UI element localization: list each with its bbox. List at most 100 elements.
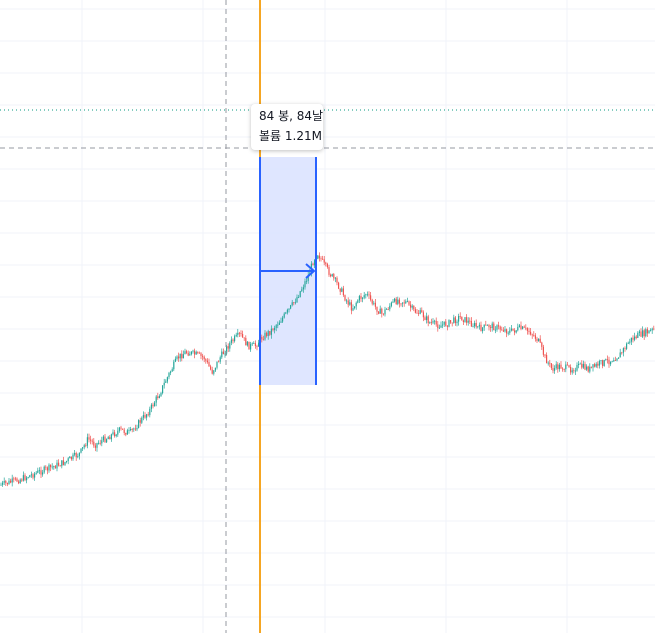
candle-body [426, 316, 428, 321]
candle-body [557, 364, 559, 370]
candle-body [333, 274, 335, 279]
candle-body [376, 306, 378, 312]
candle-body [611, 361, 613, 363]
candle-body [51, 466, 53, 468]
candle-body [381, 308, 383, 314]
candle-body [603, 359, 605, 366]
candle-body [520, 325, 522, 330]
candle-body [22, 475, 24, 481]
candle-body [294, 302, 296, 304]
candle-body [203, 356, 205, 360]
candle-body [128, 430, 130, 431]
candle-body [418, 313, 420, 315]
candle-body [166, 377, 168, 382]
candle-body [200, 353, 202, 356]
candle-body [610, 361, 612, 365]
candle-body [131, 429, 133, 430]
candle-body [224, 353, 226, 355]
candle-body [602, 360, 604, 366]
candle-body [382, 313, 384, 315]
candle-body [536, 338, 538, 341]
candle-body [594, 364, 596, 367]
candle-body [538, 338, 540, 341]
candle-body [328, 267, 330, 275]
candle-body [629, 341, 631, 343]
candle-body [395, 298, 397, 305]
candle-body [632, 337, 634, 340]
candle-body [19, 479, 21, 484]
candle-body [102, 436, 104, 441]
candle-body [469, 320, 471, 322]
candle-body [510, 328, 512, 331]
candle-body [2, 482, 4, 485]
candle-body [286, 309, 288, 313]
candle-body [560, 364, 562, 369]
candle-body [30, 474, 32, 476]
candle-body [626, 343, 628, 349]
candle-body [299, 291, 301, 298]
candle-body [229, 342, 231, 349]
candle-body [122, 428, 124, 430]
candle-body [363, 295, 365, 298]
candle-body [637, 332, 639, 338]
candle-body [606, 359, 608, 361]
candle-body [336, 277, 338, 283]
candle-body [616, 358, 618, 361]
candle-body [403, 302, 405, 304]
candle-body [104, 436, 106, 443]
candle-body [146, 414, 148, 418]
candle-body [330, 274, 332, 277]
candle-body [563, 369, 565, 370]
candle-body [326, 263, 328, 268]
candle-body [386, 309, 388, 310]
candle-body [133, 428, 135, 430]
candle-body [344, 295, 346, 301]
candle-body [218, 361, 220, 363]
candle-body [358, 296, 360, 301]
candle-body [59, 465, 61, 467]
candle-body [216, 361, 218, 368]
candle-body [574, 370, 576, 372]
candle-body [40, 470, 42, 475]
candle-body [440, 325, 442, 328]
candle-body [142, 415, 144, 418]
candle-body [256, 345, 258, 347]
candle-body [11, 478, 13, 483]
candle-body [552, 368, 554, 371]
candle-body [448, 320, 450, 327]
candle-body [410, 304, 412, 308]
candle-body [314, 260, 316, 266]
candle-body [498, 325, 500, 327]
candle-body [414, 309, 416, 313]
candle-body [592, 364, 594, 368]
candle-body [238, 332, 240, 334]
candle-body [499, 326, 501, 330]
candle-body [589, 366, 591, 372]
candle-body [648, 330, 650, 334]
candle-body [189, 354, 191, 356]
candle-body [472, 326, 474, 328]
candle-body [605, 359, 607, 361]
candle-body [514, 330, 516, 333]
candle-body [570, 366, 572, 373]
candle-body [437, 324, 439, 329]
candle-body [634, 336, 636, 340]
candle-body [144, 415, 146, 418]
candle-body [392, 301, 394, 303]
candle-body [179, 353, 181, 359]
candle-body [174, 358, 176, 362]
candle-body [240, 333, 242, 335]
candle-body [475, 322, 477, 327]
candle-body [248, 341, 250, 350]
candle-body [171, 369, 173, 372]
candle-body [360, 296, 362, 299]
candle-body [430, 322, 432, 324]
candle-body [205, 359, 207, 361]
candle-body [285, 312, 287, 314]
candle-body [502, 330, 504, 332]
candle-body [627, 342, 629, 344]
candle-body [288, 308, 290, 310]
candle-body [246, 341, 248, 346]
